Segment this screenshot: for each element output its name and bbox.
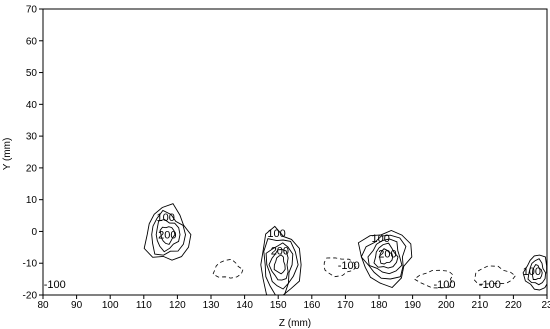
x-tick-label: 180 (371, 300, 388, 311)
positive-contour-line (263, 238, 299, 295)
contour-label: 100 (156, 212, 174, 224)
positive-contour-line (527, 258, 547, 286)
plot-frame (42, 8, 548, 296)
positive-contour-line (532, 264, 543, 280)
contour-label: 200 (271, 246, 289, 258)
y-tick-label: 50 (26, 68, 38, 79)
x-tick-label: 120 (169, 300, 186, 311)
y-tick-label: 40 (26, 100, 38, 111)
contour-group (143, 203, 547, 295)
y-tick-label: 60 (26, 36, 38, 47)
contour-label: -100 (479, 279, 501, 291)
x-tick-label: 130 (203, 300, 220, 311)
negative-contour-line (413, 269, 454, 289)
x-tick-label: 190 (404, 300, 421, 311)
positive-contour-line (522, 254, 547, 291)
x-tick-label: 100 (102, 300, 119, 311)
contour-label: 100 (523, 266, 541, 278)
positive-contour-line (159, 226, 176, 245)
negative-contour-line (212, 258, 244, 279)
y-tick-label: 0 (31, 227, 37, 238)
contour-label: 200 (378, 249, 396, 261)
contour-label: 200 (158, 230, 176, 242)
x-axis-label: Z (mm) (279, 318, 311, 329)
y-axis-label: Y (mm) (2, 138, 13, 171)
x-tick-label: 23 (541, 300, 550, 311)
positive-contour-line (379, 248, 394, 265)
positive-contour-line (373, 242, 399, 269)
negative-contour-line (473, 265, 516, 285)
x-tick-label: 140 (236, 300, 253, 311)
y-tick-label: 20 (26, 163, 38, 174)
contour-label: 100 (372, 233, 390, 245)
contour-label: -100 (44, 279, 66, 291)
contour-label: 100 (267, 228, 285, 240)
positive-contour-line (273, 254, 286, 275)
positive-contour-line (151, 209, 186, 256)
positive-contour-line (143, 203, 192, 261)
y-tick-label: -10 (23, 259, 38, 270)
x-tick-label: 160 (303, 300, 320, 311)
y-tick-label: 30 (26, 132, 38, 143)
x-tick-label: 210 (471, 300, 488, 311)
plot-area: 80 90 100 110 120 130 140 150 160 170 180 190 200 210… (23, 5, 550, 312)
contour-label: -100 (434, 279, 456, 291)
positive-contour-line (360, 234, 407, 280)
x-tick-label: 200 (438, 300, 455, 311)
x-tick-label: 90 (71, 300, 83, 311)
contour-label: -100 (338, 260, 360, 272)
x-tick-label: 220 (505, 300, 522, 311)
x-tick-label: 150 (270, 300, 287, 311)
y-tick-label: 10 (26, 195, 38, 206)
x-tick-label: 80 (37, 300, 49, 311)
x-tick-label: 110 (136, 300, 152, 311)
y-tick-label: 70 (26, 5, 38, 16)
x-tick-label: 170 (337, 300, 354, 311)
positive-contour-line (155, 219, 181, 253)
positive-contour-line (268, 249, 289, 281)
positive-contour-line (367, 238, 403, 275)
y-tick-label: -20 (23, 291, 38, 302)
positive-contour-line (265, 242, 294, 290)
positive-contour-line (260, 225, 302, 295)
